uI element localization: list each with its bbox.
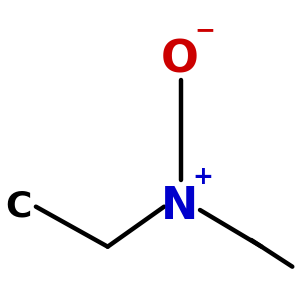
- Text: C: C: [5, 190, 31, 224]
- Text: O: O: [160, 38, 198, 82]
- Text: +: +: [192, 165, 213, 189]
- Text: −: −: [195, 18, 216, 42]
- Text: N: N: [161, 185, 198, 228]
